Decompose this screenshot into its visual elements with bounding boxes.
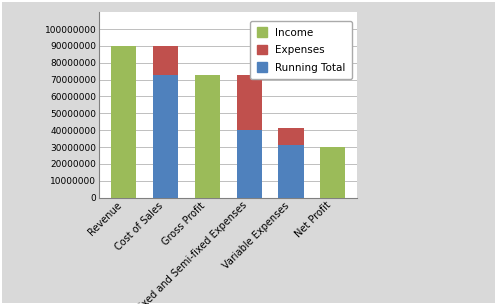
Bar [237,130,262,198]
Bar [153,74,178,198]
Bar [237,74,262,130]
Bar [194,74,220,198]
Bar [111,46,136,198]
Bar [153,46,178,74]
Legend: Income, Expenses, Running Total: Income, Expenses, Running Total [250,21,352,79]
Bar [320,147,345,198]
Bar [278,145,304,198]
Bar [278,129,304,145]
